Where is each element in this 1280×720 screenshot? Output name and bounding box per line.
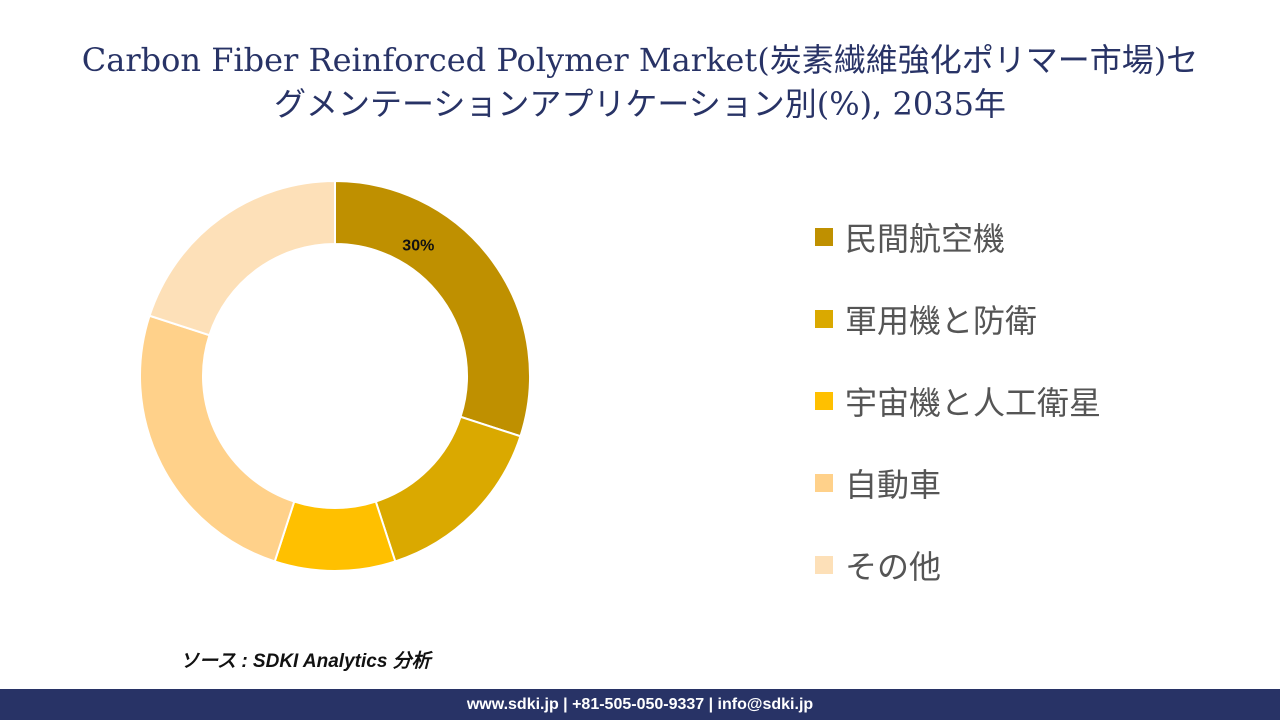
legend-item-4: 自動車 — [815, 442, 1101, 524]
donut-slice-3 — [273, 500, 397, 572]
chart-title-line-1: Carbon Fiber Reinforced Polymer Market(炭… — [81, 41, 1199, 79]
legend-label-3: 宇宙機と人工衛星 — [845, 384, 1102, 422]
legend-item-3: 宇宙機と人工衛星 — [815, 360, 1101, 442]
legend-swatch-3 — [815, 392, 833, 410]
donut-slice-2 — [374, 415, 522, 563]
legend-swatch-1 — [815, 228, 833, 246]
legend-swatch-2 — [815, 310, 833, 328]
legend-swatch-5 — [815, 556, 833, 574]
footer-contact: www.sdki.jp | +81-505-050-9337 | info@sd… — [466, 695, 814, 713]
donut-slice-5 — [148, 179, 336, 337]
slice-data-label-1: 30% — [402, 238, 434, 255]
legend-label-1: 民間航空機 — [845, 220, 1006, 258]
donut-slice-1 — [334, 179, 531, 438]
chart-title: Carbon Fiber Reinforced Polymer Market(炭… — [0, 38, 1280, 126]
legend-item-1: 民間航空機 — [815, 196, 1101, 278]
legend-item-5: その他 — [815, 524, 1101, 606]
source-note: ソース : SDKI Analytics 分析 — [180, 651, 431, 672]
chart-legend: 民間航空機軍用機と防衛宇宙機と人工衛星 自動車その他 — [815, 196, 1101, 606]
chart-title-line-2: グメンテーションアプリケーション別(%), 2035年 — [274, 85, 1006, 123]
legend-item-2: 軍用機と防衛 — [815, 278, 1101, 360]
legend-swatch-4 — [815, 474, 833, 492]
legend-label-4: 自動車 — [845, 466, 942, 504]
donut-slice-4 — [139, 314, 296, 563]
legend-label-5: その他 — [845, 548, 942, 586]
legend-label-2: 軍用機と防衛 — [845, 302, 1038, 340]
footer-bar: www.sdki.jp | +81-505-050-9337 | info@sd… — [0, 689, 1280, 720]
